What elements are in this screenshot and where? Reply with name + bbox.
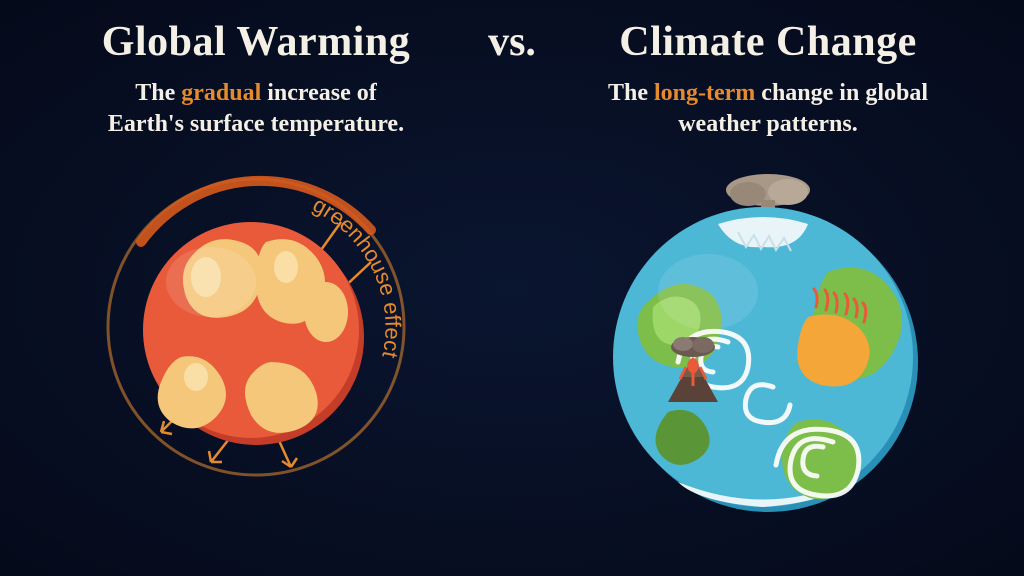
comparison-container: vs. Global Warming The gradual increase … [0, 0, 1024, 576]
vs-separator: vs. [488, 18, 536, 66]
climate-globe-shine [658, 254, 758, 330]
right-subtitle: The long-term change in global weather p… [608, 78, 928, 140]
climate-globe-illustration [598, 162, 938, 502]
right-highlight: long-term [654, 80, 755, 106]
warming-globe-illustration: greenhouse effect [91, 162, 421, 492]
left-title: Global Warming [102, 18, 410, 66]
globe-shine [166, 247, 256, 317]
left-highlight: gradual [181, 80, 261, 106]
warming-globe-svg: greenhouse effect [91, 162, 421, 492]
left-panel: Global Warming The gradual increase of E… [0, 0, 512, 576]
right-title: Climate Change [619, 18, 916, 66]
climate-globe-svg [598, 162, 938, 522]
left-subtitle: The gradual increase of Earth's surface … [108, 78, 404, 140]
right-panel: Climate Change The long-term change in g… [512, 0, 1024, 576]
